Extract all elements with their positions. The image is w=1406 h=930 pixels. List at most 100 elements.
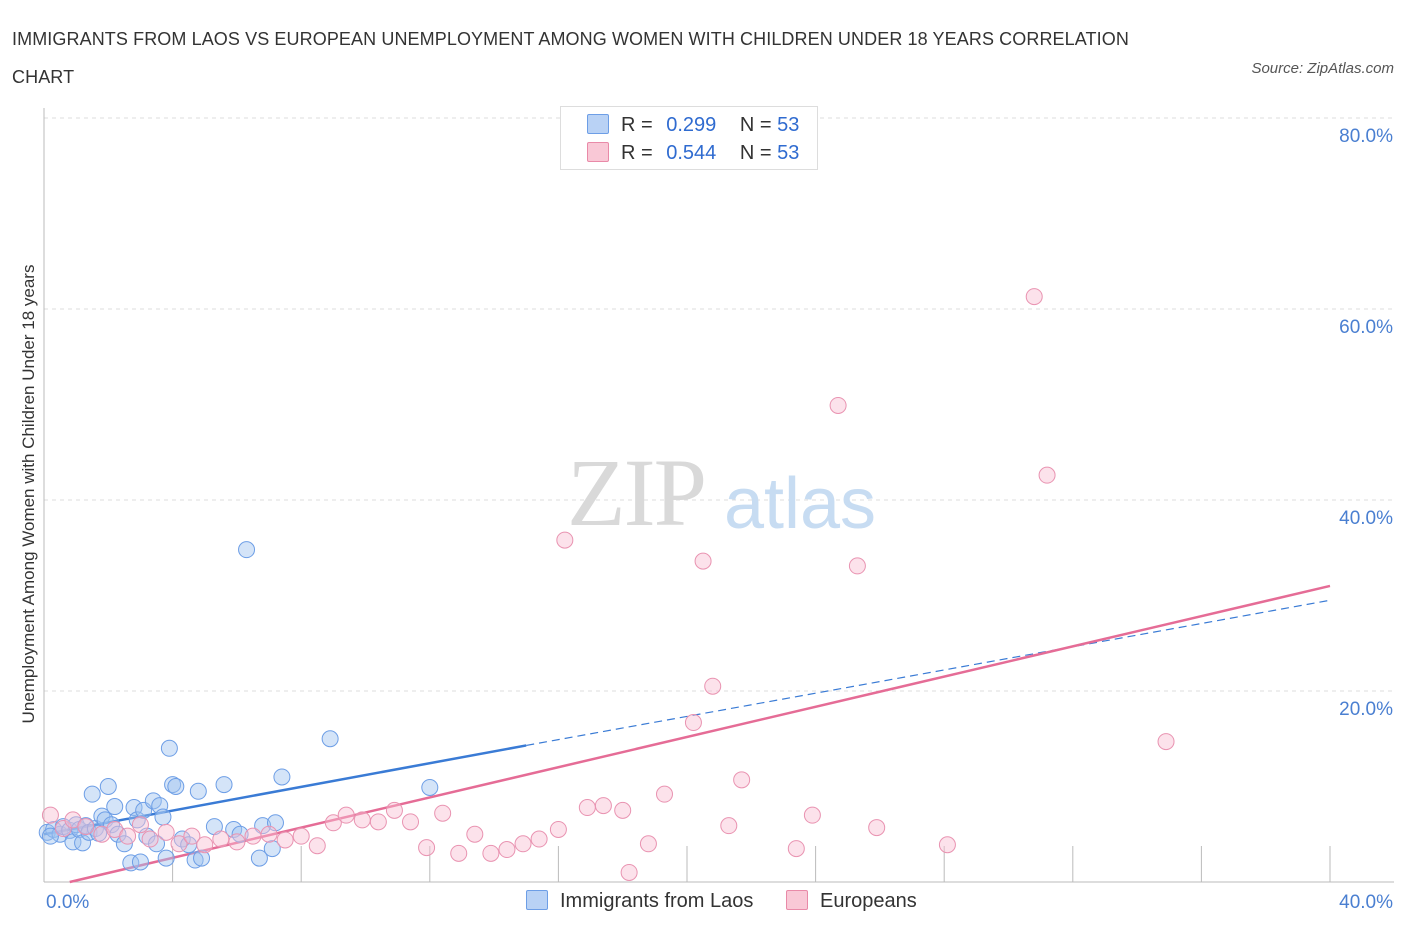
chart-title: IMMIGRANTS FROM LAOS VS EUROPEAN UNEMPLO… — [12, 29, 1129, 87]
watermark-atlas: atlas — [724, 464, 876, 544]
data-point — [160, 739, 178, 757]
axes — [43, 108, 1394, 883]
series-laos — [38, 541, 439, 872]
legend-item-laos: Immigrants from Laos — [526, 890, 753, 913]
data-point — [186, 851, 204, 869]
watermark: ZIP atlas — [567, 439, 876, 546]
data-point — [353, 811, 371, 829]
legend-row-europeans: R = 0.544 N = 53 — [587, 139, 799, 167]
data-point — [482, 844, 500, 862]
data-point — [119, 827, 137, 845]
data-point — [254, 817, 272, 835]
r-value: 0.299 — [666, 114, 717, 136]
n-value: 53 — [777, 114, 800, 136]
trend-lines — [43, 584, 1331, 884]
data-point — [549, 820, 567, 838]
trend-line-laos — [43, 744, 527, 836]
data-point — [1038, 466, 1056, 484]
data-point — [684, 714, 702, 732]
data-point — [655, 785, 673, 803]
data-point — [238, 541, 256, 559]
source-label: Source: ZipAtlas.com — [1251, 60, 1394, 77]
data-point — [1025, 288, 1043, 306]
data-point — [530, 830, 548, 848]
tick-labels: 20.0% 40.0% 60.0% 80.0% 0.0% 40.0% — [46, 126, 1393, 913]
data-point — [189, 782, 207, 800]
data-point — [308, 837, 326, 855]
data-point — [418, 839, 436, 857]
data-point — [263, 840, 281, 858]
data-point — [733, 771, 751, 789]
data-point — [620, 863, 638, 881]
legend-swatch-blue — [587, 114, 609, 134]
data-point — [151, 797, 169, 815]
data-point — [131, 816, 149, 834]
data-point — [260, 825, 278, 843]
n-label: N = — [739, 114, 772, 136]
data-point — [183, 827, 201, 845]
data-point — [167, 778, 185, 795]
x-tick-label: 0.0% — [46, 892, 89, 913]
data-point — [273, 768, 291, 786]
data-point — [829, 396, 847, 414]
trend-line-laos-dashed — [526, 599, 1331, 747]
data-point — [803, 806, 821, 824]
data-point — [292, 827, 310, 845]
data-point — [170, 835, 188, 853]
r-value: 0.544 — [666, 142, 717, 164]
data-point — [99, 778, 117, 795]
data-point — [514, 835, 532, 853]
legend-swatch-blue — [526, 890, 548, 910]
data-point — [157, 849, 175, 867]
legend-swatch-pink — [786, 890, 808, 910]
data-point — [421, 778, 439, 796]
data-point — [131, 853, 149, 871]
data-point — [157, 823, 175, 841]
data-point — [614, 801, 632, 819]
grid-lines — [44, 117, 1394, 692]
data-point — [74, 834, 92, 852]
data-point — [77, 818, 95, 836]
data-point — [276, 831, 294, 849]
data-points — [38, 288, 1175, 881]
series-europeans — [41, 288, 1175, 881]
data-point — [848, 557, 866, 575]
n-label: N = — [739, 142, 772, 164]
data-point — [173, 830, 191, 848]
data-point — [321, 730, 339, 748]
data-point — [694, 552, 712, 570]
data-point — [106, 798, 124, 816]
data-point — [434, 804, 452, 822]
data-point — [720, 817, 738, 835]
y-tick-label: 20.0% — [1339, 699, 1393, 720]
data-point — [639, 835, 657, 853]
legend-swatch-pink — [587, 142, 609, 162]
data-point — [212, 830, 230, 848]
x-tick-label: 40.0% — [1339, 892, 1393, 913]
data-point — [578, 799, 596, 817]
data-point — [556, 531, 574, 549]
n-value: 53 — [777, 142, 800, 164]
correlation-legend: R = 0.299 N = 53 R = 0.544 N = 53 — [560, 106, 818, 170]
data-point — [41, 806, 59, 824]
data-point — [369, 813, 387, 831]
data-point — [868, 819, 886, 837]
trend-line-europeans — [69, 584, 1331, 884]
data-point — [385, 801, 403, 819]
data-point — [164, 776, 182, 794]
data-point — [41, 827, 59, 845]
data-point — [196, 836, 214, 854]
legend-row-laos: R = 0.299 N = 53 — [587, 111, 799, 139]
data-point — [93, 825, 111, 843]
legend-item-europeans: Europeans — [786, 890, 917, 913]
data-point — [141, 830, 159, 848]
data-point — [244, 827, 262, 845]
data-point — [704, 677, 722, 695]
data-point — [594, 797, 612, 815]
data-point — [154, 808, 172, 826]
r-label: R = — [621, 142, 653, 164]
data-point — [938, 836, 956, 854]
data-point — [128, 811, 146, 829]
data-point — [402, 813, 420, 831]
